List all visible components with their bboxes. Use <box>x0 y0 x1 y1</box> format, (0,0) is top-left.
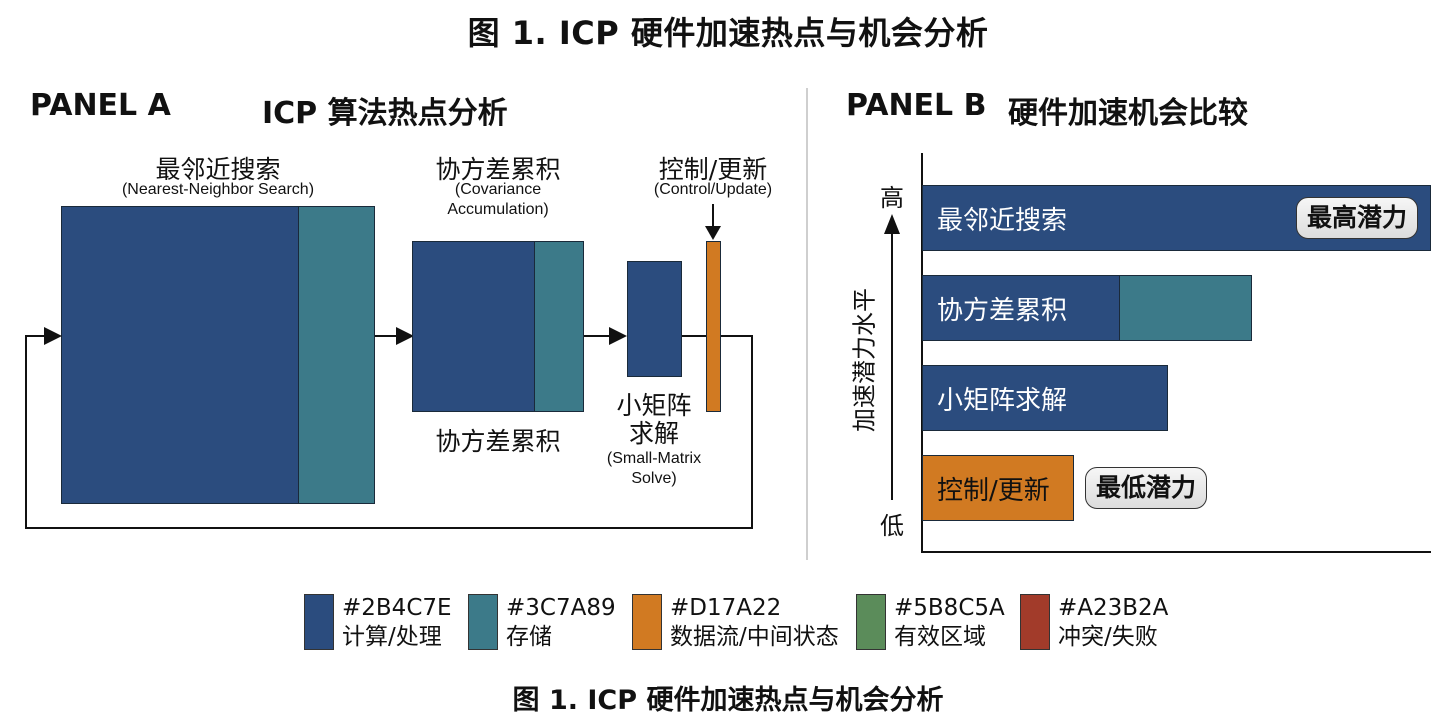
bar-cov-compute: 协方差累积 <box>922 275 1121 341</box>
legend-label: 数据流/中间状态 <box>670 624 839 650</box>
legend-label: 有效区域 <box>894 624 986 650</box>
y-high-label: 高 <box>880 184 904 212</box>
figure-caption: 图 1. ICP 硬件加速热点与机会分析 <box>512 685 944 716</box>
arrow-right-icon <box>44 327 62 345</box>
legend-label: 存储 <box>506 624 552 650</box>
panel-a-title: ICP 算法热点分析 <box>262 96 508 131</box>
feedback-line-right <box>751 335 753 529</box>
cov-storage-block <box>534 241 584 412</box>
panel-b-label: PANEL B <box>846 88 987 123</box>
legend-swatch <box>1020 594 1050 650</box>
cov-label-en-2: Accumulation) <box>447 201 549 218</box>
nns-label-cn: 最邻近搜索 <box>155 155 281 184</box>
connector-cov-solve <box>584 335 612 337</box>
legend-swatch <box>632 594 662 650</box>
legend-swatch <box>856 594 886 650</box>
feedback-line-entry <box>25 335 47 337</box>
ctrl-pointer-line <box>712 204 714 230</box>
legend-hex: #5B8C5A <box>894 595 1005 621</box>
ctrl-label-en: (Control/Update) <box>653 181 773 198</box>
bar-nns: 最邻近搜索 <box>922 185 1431 251</box>
legend-label: 冲突/失败 <box>1058 624 1158 650</box>
panel-a-label: PANEL A <box>30 88 171 123</box>
bar-cov-label: 协方差累积 <box>937 295 1068 326</box>
feedback-line-bottom <box>25 527 753 529</box>
nns-label-en: (Nearest-Neighbor Search) <box>121 181 315 198</box>
cov-label-en-1: (Covariance <box>454 181 542 198</box>
feedback-line-left <box>25 335 27 529</box>
solve-compute-block <box>627 261 682 377</box>
legend-item-compute: #2B4C7E 计算/处理 <box>304 594 460 652</box>
connector-nns-cov <box>375 335 399 337</box>
solve-label-en-1: (Small-Matrix <box>606 450 702 467</box>
arrow-right-icon <box>396 327 414 345</box>
legend-hex: #A23B2A <box>1058 595 1169 621</box>
bar-ctrl-label: 控制/更新 <box>937 475 1050 506</box>
bar-ctrl: 控制/更新 <box>922 455 1074 521</box>
legend-swatch <box>468 594 498 650</box>
legend-label: 计算/处理 <box>342 624 442 650</box>
ctrl-label-cn: 控制/更新 <box>658 155 768 184</box>
potential-axis-line <box>891 232 893 500</box>
legend-hex: #3C7A89 <box>506 595 616 621</box>
legend: #2B4C7E 计算/处理 #3C7A89 存储 #D17A22 数据流/中间状态 #… <box>304 594 1176 652</box>
legend-hex: #2B4C7E <box>342 595 452 621</box>
ctrl-dataflow-block <box>706 241 721 412</box>
solve-label-en-2: Solve) <box>631 470 677 487</box>
bar-nns-label: 最邻近搜索 <box>937 205 1068 236</box>
bar-solve: 小矩阵求解 <box>922 365 1168 431</box>
y-axis-label: 加速潜力水平 <box>850 288 879 432</box>
nns-storage-block <box>298 206 375 504</box>
cov-compute-block <box>412 241 536 412</box>
panel-b-title: 硬件加速机会比较 <box>1008 96 1248 131</box>
solve-label-cn-2: 求解 <box>628 419 679 448</box>
legend-item-dataflow: #D17A22 数据流/中间状态 <box>632 594 848 652</box>
panel-divider <box>806 88 808 560</box>
bar-solve-label: 小矩阵求解 <box>937 385 1068 416</box>
legend-item-conflict: #A23B2A 冲突/失败 <box>1020 594 1176 652</box>
badge-lowest-potential: 最低潜力 <box>1085 467 1208 509</box>
y-axis <box>921 153 923 553</box>
cov-label-cn: 协方差累积 <box>435 155 561 184</box>
cov-bottom-label: 协方差累积 <box>435 427 561 456</box>
bar-cov-storage <box>1119 275 1252 341</box>
solve-label-cn-1: 小矩阵 <box>616 391 692 420</box>
legend-item-valid: #5B8C5A 有效区域 <box>856 594 1012 652</box>
legend-swatch <box>304 594 334 650</box>
legend-item-storage: #3C7A89 存储 <box>468 594 624 652</box>
badge-highest-potential: 最高潜力 <box>1296 197 1419 239</box>
y-low-label: 低 <box>880 512 904 540</box>
arrow-up-icon <box>884 214 900 234</box>
x-axis <box>921 551 1431 553</box>
arrow-down-icon <box>705 226 721 240</box>
nns-compute-block <box>61 206 300 504</box>
legend-hex: #D17A22 <box>670 595 782 621</box>
arrow-right-icon <box>609 327 627 345</box>
figure-title: 图 1. ICP 硬件加速热点与机会分析 <box>467 14 989 52</box>
